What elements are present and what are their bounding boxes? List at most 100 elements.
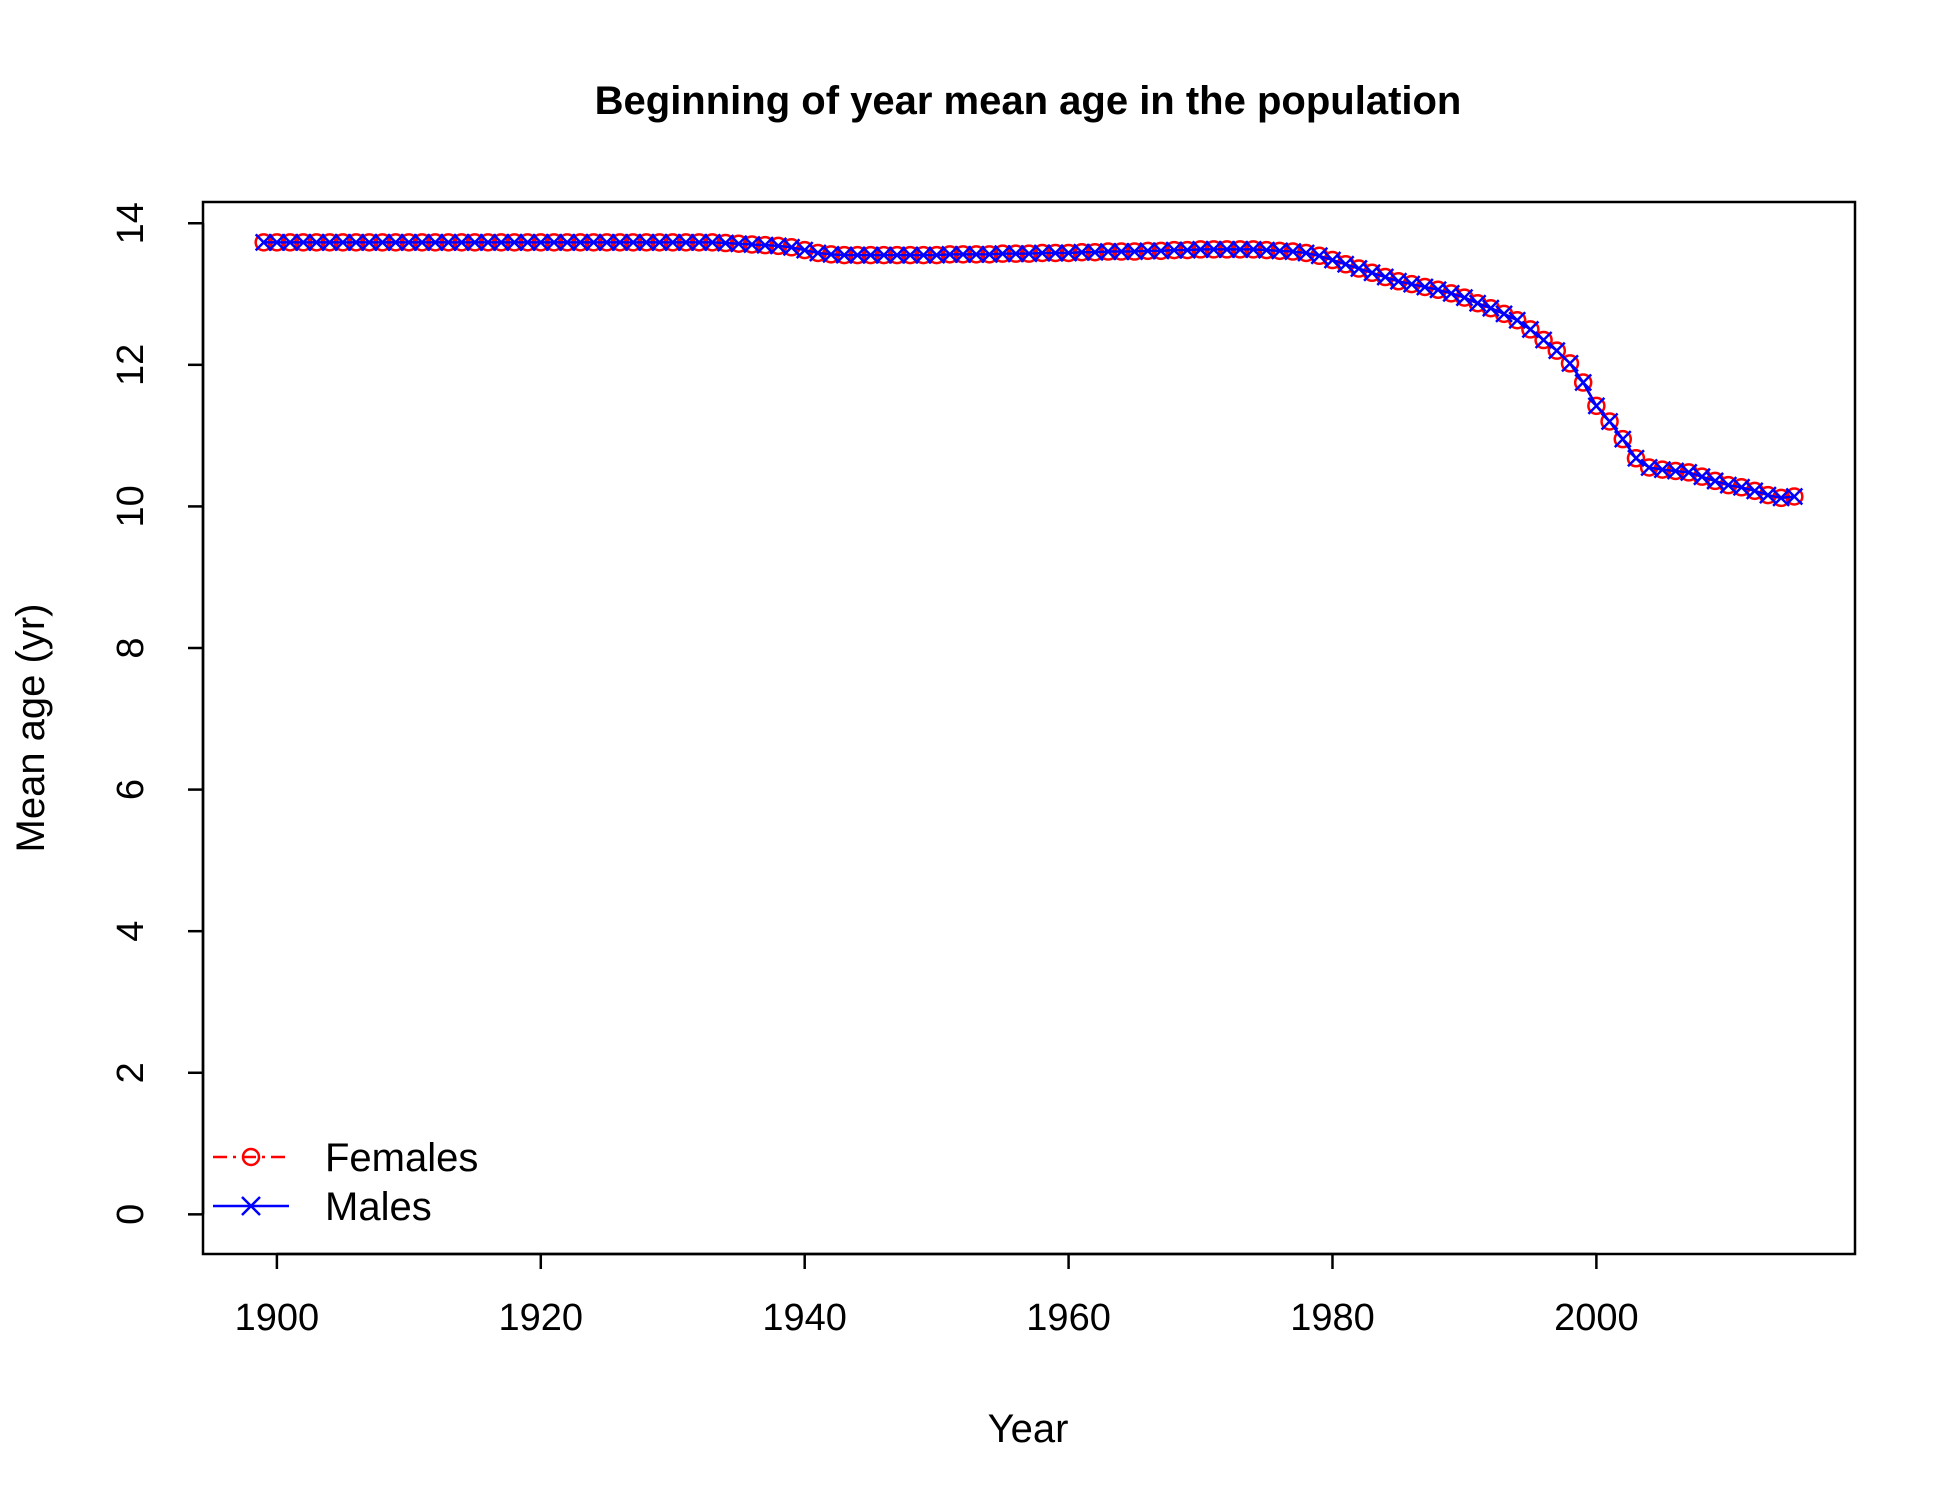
data-point-males bbox=[505, 233, 524, 252]
data-point-males bbox=[1178, 241, 1197, 260]
data-point-females bbox=[1534, 330, 1553, 350]
y-tick-label: 6 bbox=[110, 779, 152, 800]
data-point-males bbox=[373, 233, 392, 252]
data-point-males bbox=[1376, 268, 1395, 286]
data-point-males bbox=[1086, 243, 1104, 262]
data-point-males bbox=[1138, 241, 1157, 260]
data-point-males bbox=[465, 233, 484, 252]
data-point-males bbox=[927, 246, 946, 264]
data-point-males bbox=[479, 233, 497, 252]
y-tick-label: 0 bbox=[110, 1204, 152, 1225]
data-point-males bbox=[307, 233, 326, 252]
data-point-males bbox=[1574, 373, 1593, 392]
data-point-females bbox=[1600, 412, 1619, 431]
data-point-males bbox=[452, 233, 471, 252]
data-point-males bbox=[518, 233, 537, 252]
data-point-males bbox=[993, 244, 1012, 263]
plot-frame bbox=[201, 200, 1857, 1256]
data-point-males bbox=[1627, 449, 1645, 468]
data-point-males bbox=[1495, 304, 1513, 323]
y-tick-label: 4 bbox=[110, 921, 152, 942]
data-point-males bbox=[1587, 397, 1606, 415]
data-point-males bbox=[703, 233, 722, 252]
data-point-males bbox=[268, 233, 286, 252]
data-point-males bbox=[1033, 244, 1052, 262]
data-point-males bbox=[729, 234, 748, 253]
x-axis-label: Year bbox=[988, 1407, 1069, 1451]
data-point-males bbox=[1165, 241, 1184, 260]
data-point-males bbox=[347, 233, 365, 252]
data-point-males bbox=[1785, 487, 1804, 506]
data-point-males bbox=[597, 233, 616, 252]
data-point-males bbox=[1693, 467, 1711, 486]
data-point-males bbox=[1336, 255, 1355, 274]
data-point-males bbox=[1402, 275, 1421, 294]
data-point-males bbox=[1257, 241, 1276, 260]
data-point-males bbox=[677, 233, 695, 252]
chart-title: Beginning of year mean age in the popula… bbox=[595, 79, 1462, 123]
x-tick-label: 1980 bbox=[1290, 1297, 1375, 1339]
data-point-males bbox=[1508, 311, 1527, 330]
data-point-males bbox=[360, 233, 379, 252]
data-point-males bbox=[1218, 240, 1236, 259]
x-tick-label: 1960 bbox=[1026, 1297, 1111, 1339]
data-point-males bbox=[294, 233, 313, 252]
legend: Females Males bbox=[213, 1136, 478, 1229]
data-point-males bbox=[1732, 478, 1751, 497]
data-point-males bbox=[492, 233, 511, 252]
data-point-males bbox=[1745, 481, 1764, 500]
data-point-males bbox=[1323, 251, 1342, 269]
data-point-males bbox=[690, 233, 709, 252]
data-point-females bbox=[1521, 320, 1540, 339]
data-point-males bbox=[1429, 280, 1447, 299]
data-point-males bbox=[874, 246, 893, 264]
data-point-males bbox=[822, 245, 840, 264]
y-tick-label: 12 bbox=[110, 344, 152, 386]
legend-females-label: Females bbox=[325, 1136, 478, 1180]
data-point-males bbox=[1059, 244, 1078, 262]
data-point-males bbox=[611, 233, 629, 252]
data-point-males bbox=[1270, 241, 1289, 260]
data-point-males bbox=[940, 245, 959, 264]
y-tick-label: 8 bbox=[110, 637, 152, 658]
data-point-females bbox=[1626, 449, 1646, 468]
x-tick-label: 2000 bbox=[1554, 1297, 1639, 1339]
data-point-males bbox=[663, 233, 682, 252]
data-point-females bbox=[1547, 341, 1567, 360]
x-axis: 1900 1920 1940 1960 1980 2000 bbox=[235, 1252, 1639, 1339]
data-point-females bbox=[1573, 373, 1593, 392]
data-point-males bbox=[1310, 246, 1329, 265]
x-tick-label: 1940 bbox=[762, 1297, 847, 1339]
data-point-males bbox=[1297, 244, 1315, 262]
data-point-males bbox=[1481, 299, 1500, 318]
data-point-males bbox=[980, 245, 999, 264]
data-point-males bbox=[413, 233, 431, 252]
data-point-males bbox=[782, 238, 801, 257]
legend-females-marker bbox=[241, 1147, 261, 1167]
data-point-males bbox=[1455, 288, 1474, 307]
data-point-males bbox=[716, 234, 735, 252]
data-point-females bbox=[795, 240, 814, 260]
data-point-males bbox=[1613, 430, 1632, 449]
data-point-males bbox=[637, 233, 656, 252]
data-point-females bbox=[1613, 429, 1633, 449]
data-point-males bbox=[861, 246, 880, 264]
data-point-males bbox=[1072, 243, 1091, 262]
data-point-males bbox=[1600, 412, 1619, 431]
y-axis-label: Mean age (yr) bbox=[9, 604, 53, 853]
data-point-males bbox=[1759, 486, 1777, 504]
data-point-males bbox=[333, 233, 352, 252]
data-point-males bbox=[1020, 244, 1038, 263]
data-point-males bbox=[1363, 263, 1381, 282]
data-point-males bbox=[1349, 259, 1368, 278]
data-point-males bbox=[1706, 472, 1725, 490]
data-point-males bbox=[914, 246, 933, 264]
data-point-males bbox=[558, 233, 577, 252]
data-point-males bbox=[1521, 320, 1540, 339]
data-point-males bbox=[426, 233, 445, 252]
data-point-males bbox=[571, 233, 590, 252]
data-point-males bbox=[254, 233, 273, 252]
data-point-females bbox=[1639, 458, 1659, 477]
data-point-males bbox=[1204, 240, 1223, 259]
